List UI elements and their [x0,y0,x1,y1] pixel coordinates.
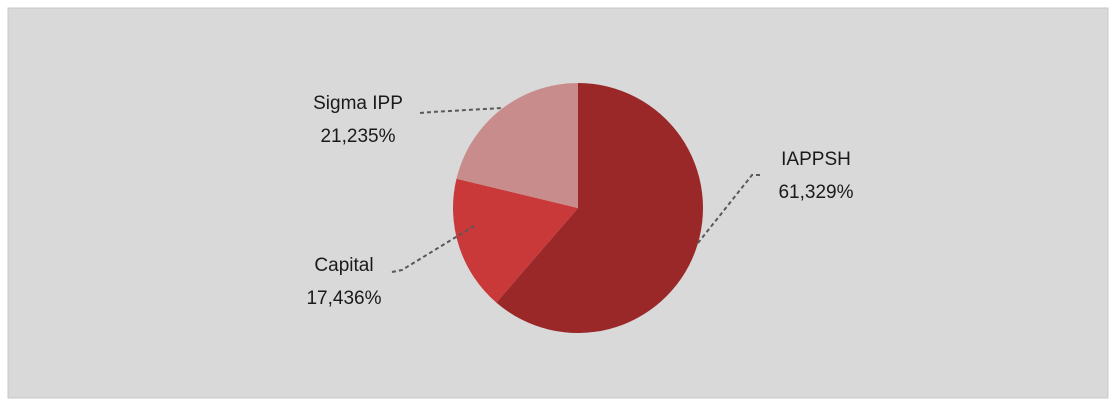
slice-value-label: 61,329% [778,182,853,203]
slice-label: IAPPSH [781,149,851,170]
leader-line [419,107,503,114]
slice-value-label: 21,235% [320,126,395,147]
slice-value-label: 17,436% [306,288,381,309]
slice-label: Sigma IPP [313,93,403,114]
slice-label: Capital [314,255,373,276]
pie-slice [456,83,578,208]
pie [453,83,704,333]
pie-slice [453,178,578,303]
pie-slice [496,83,704,333]
leader-line [391,225,475,273]
leader-line [697,174,760,244]
